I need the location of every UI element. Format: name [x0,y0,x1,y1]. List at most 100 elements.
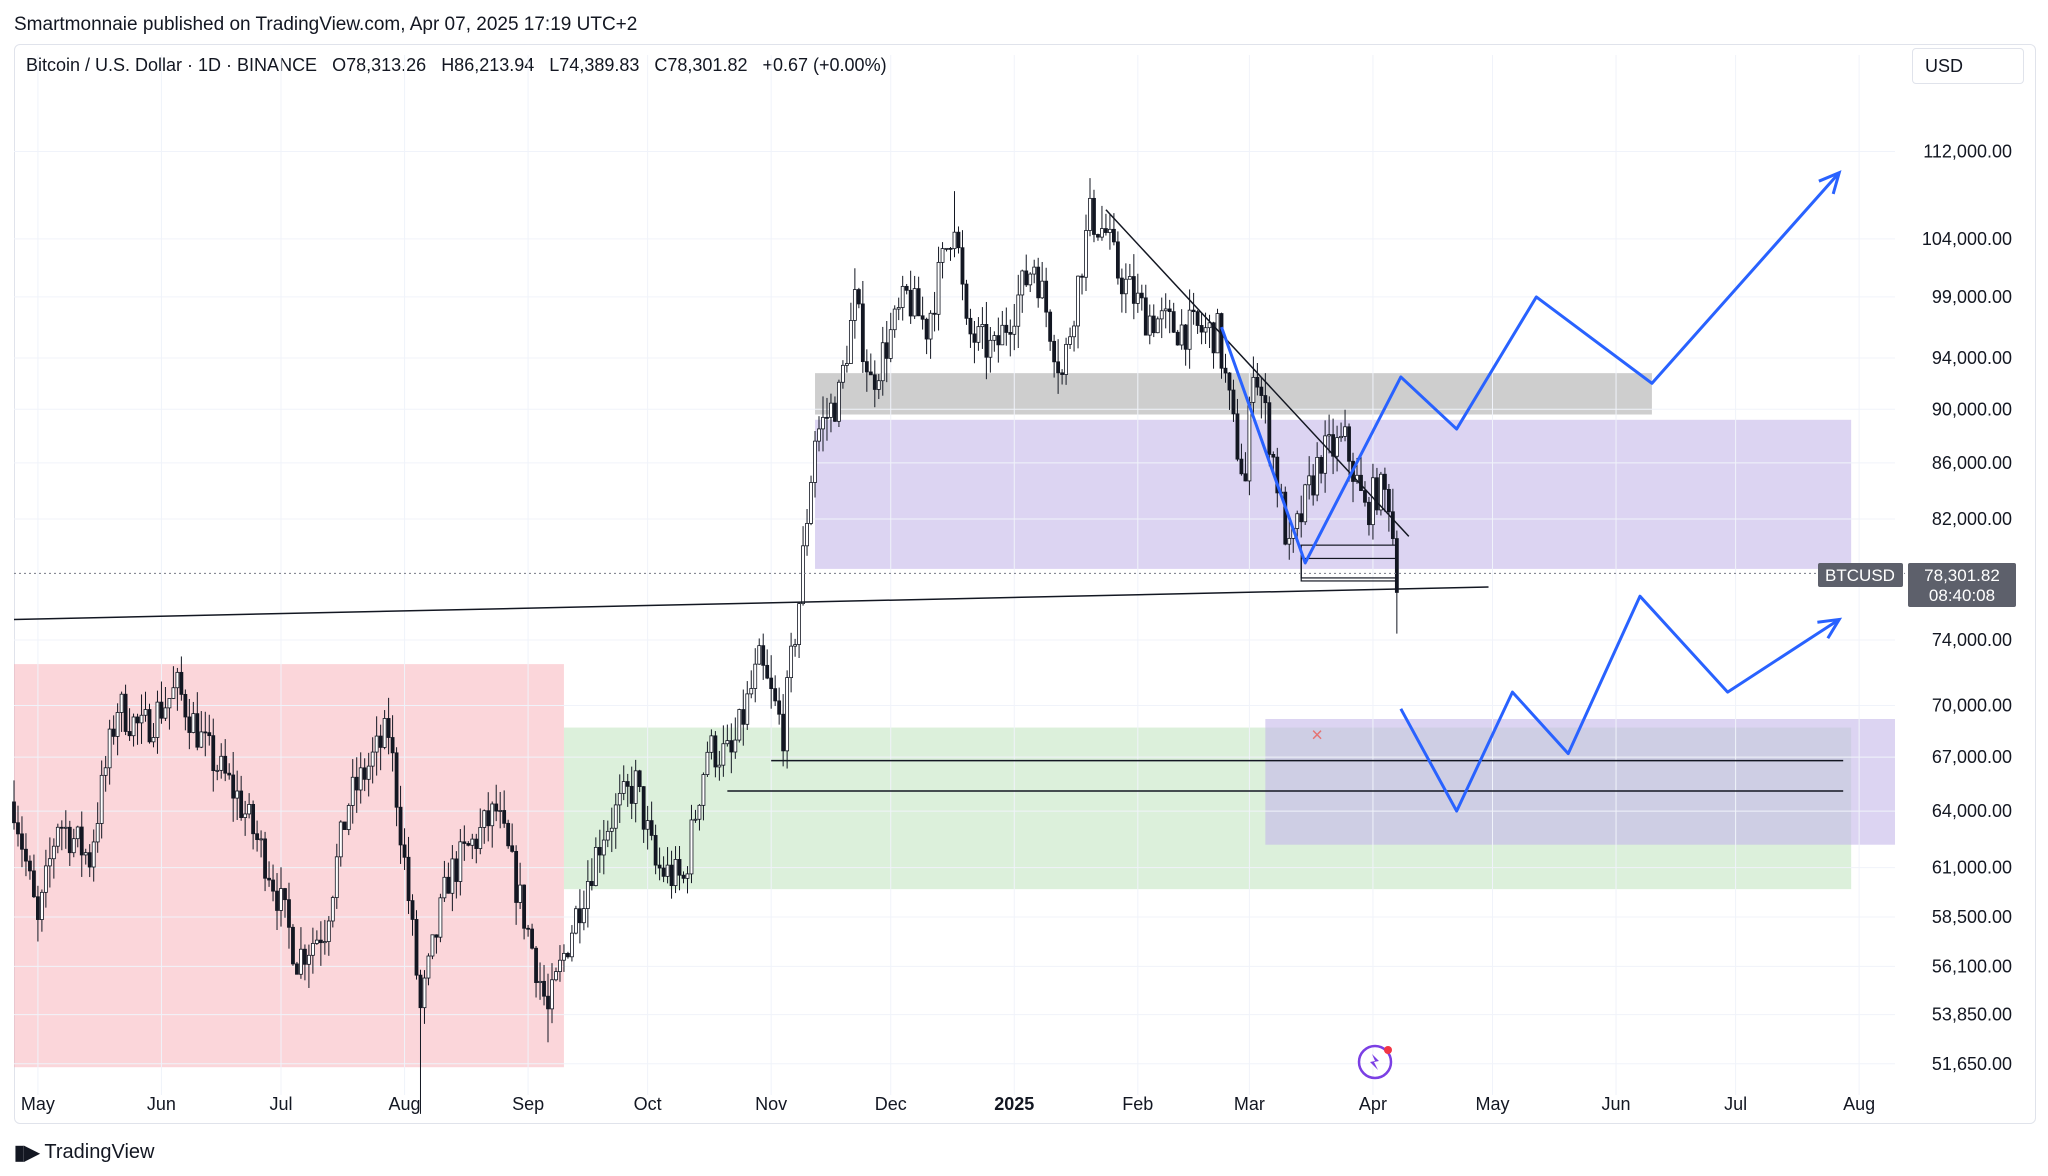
candle-body [454,858,459,882]
y-tick-label: 64,000.00 [1932,801,2012,821]
candle-body [856,289,861,305]
candle-body [980,324,985,328]
candle-body [1187,309,1192,350]
candle-body [1056,361,1061,374]
y-tick-label: 67,000.00 [1932,747,2012,767]
candle-body [538,980,542,983]
candle-body [95,823,100,843]
x-tick-label: Apr [1359,1094,1387,1114]
candle-body [932,312,937,315]
candle-body [860,303,865,363]
candle-body [1096,234,1100,238]
candle-body [601,839,606,856]
candle-body [737,709,742,741]
candle-body [251,804,256,835]
candle-body [79,826,84,856]
candle-body [661,867,666,877]
candle-body [47,858,52,867]
x-tick-label: Jul [1724,1094,1747,1114]
candle-body [1139,292,1144,299]
candle-body [394,752,399,808]
candle-body [362,767,367,780]
candle-body [450,858,455,894]
candle-body [689,819,694,875]
candle-body [1163,308,1168,312]
candle-body [366,765,371,780]
candle-body [135,716,140,724]
candle-body [940,248,945,263]
candle-body [904,285,909,291]
candle-body [605,830,610,841]
candle-body [637,770,642,788]
candle-body [1367,501,1371,526]
ai-assistant-icon[interactable] [1357,1044,1393,1080]
candle-body [239,790,244,818]
candle-body [641,786,646,830]
candle-body [231,774,236,799]
candle-body [522,884,527,929]
candle-body [1036,266,1041,299]
currency-button[interactable]: USD [1912,48,2024,84]
candle-body [502,810,507,824]
candle-body [554,971,558,981]
candle-body [761,645,766,666]
candle-body [430,934,435,957]
x-tick-label: 2025 [994,1094,1034,1114]
candle-body [1386,488,1391,513]
candle-body [1175,331,1180,346]
candle-body [765,664,770,679]
ohlc-low: L74,389.83 [549,55,640,75]
symbol-price-tag-bg [1818,563,1903,587]
candle-body [255,833,259,840]
candle-body [247,804,252,815]
candle-body [681,874,686,879]
candle-body [1299,513,1304,523]
candle-body [1123,278,1128,295]
candle-body [677,859,682,876]
candle-body [219,755,224,771]
candle-body [526,927,530,930]
candle-body [868,371,873,376]
candle-body [310,943,315,956]
candle-body [179,671,184,695]
candle-body [303,948,307,965]
candle-body [1207,322,1212,329]
candle-body [466,843,471,846]
candle-body [462,841,467,844]
candle-body [283,888,287,901]
candle-body [63,826,68,829]
candle-body [1211,322,1216,354]
footer-brand[interactable]: TradingView [44,1140,155,1163]
candle-body [709,735,714,753]
x-tick-label: Oct [634,1094,662,1114]
candle-body [701,774,706,806]
candle-body [789,645,794,678]
candle-body [1076,275,1080,327]
x-tick-label: Feb [1122,1094,1153,1114]
candle-body [87,852,92,868]
candle-body [91,841,96,868]
y-tick-label: 82,000.00 [1932,509,2012,529]
candle-body [817,428,821,442]
candle-body [342,821,347,830]
footer: ▮▶ TradingView [14,1136,154,1168]
candle-body [1131,276,1136,304]
candle-body [326,920,331,942]
projection-lower-arrowhead [1817,617,1843,640]
candle-body [825,416,829,419]
projection-upper [1220,171,1841,565]
candle-body [952,231,957,250]
candle-body [1307,475,1312,486]
ohlc-close: C78,301.82 [654,55,748,75]
candle-body [390,737,395,754]
candle-body [1060,372,1064,375]
candle-body [629,785,634,804]
symbol-title[interactable]: Bitcoin / U.S. Dollar · 1D · BINANCE [26,55,318,75]
candle-body [175,671,180,689]
candle-body [884,342,889,359]
candle-body [809,482,813,524]
candle-body [422,977,427,1009]
candle-body [841,364,845,383]
tradingview-logo-icon[interactable]: ▮▶ [14,1141,39,1164]
